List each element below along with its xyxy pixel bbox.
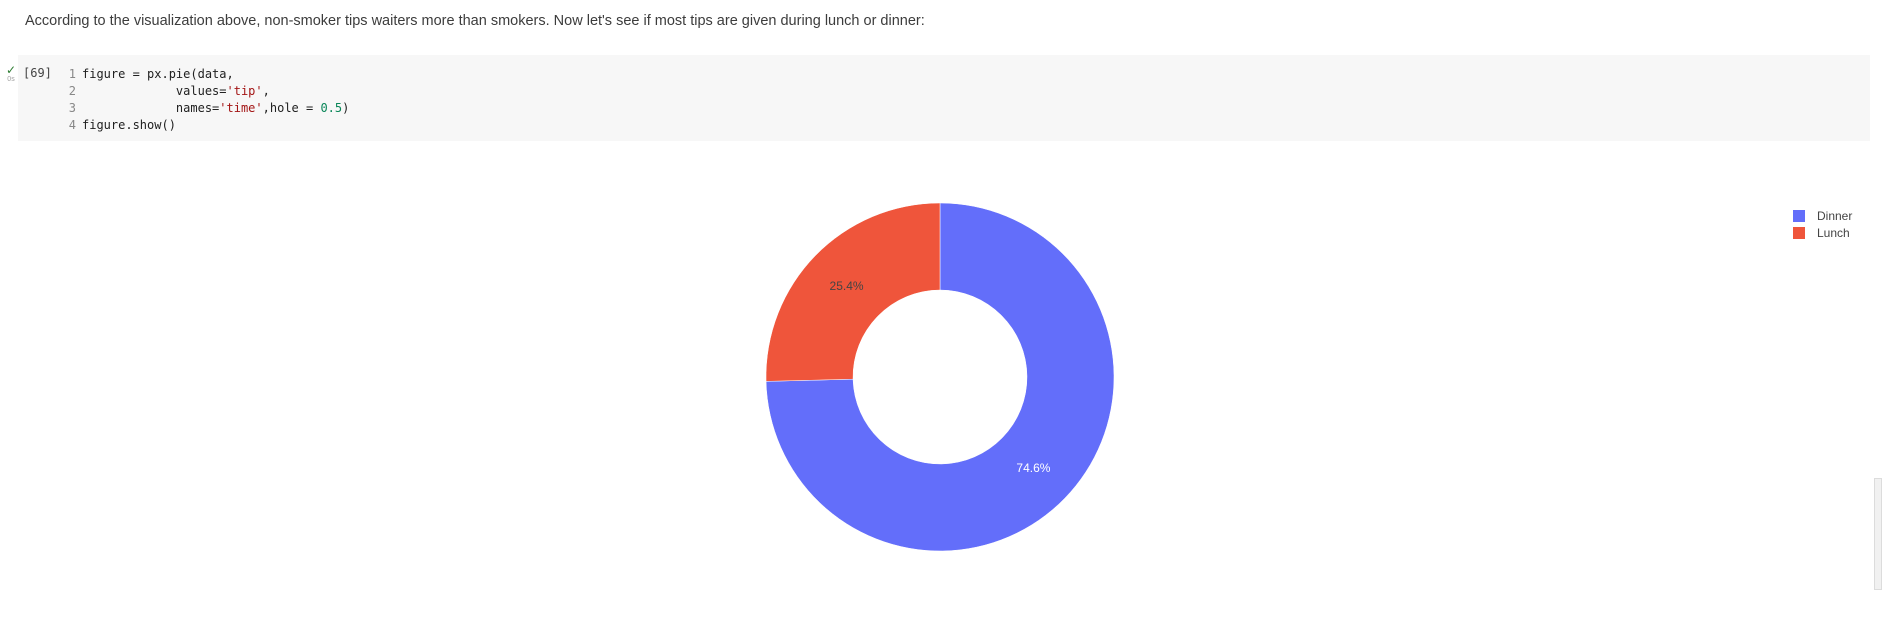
check-icon: ✓	[5, 63, 17, 77]
code-text: values=	[82, 84, 227, 98]
legend-label: Lunch	[1817, 226, 1850, 240]
code-number: 0.5	[320, 101, 343, 115]
line-number: 1	[68, 67, 76, 81]
markdown-text: According to the visualization above, no…	[25, 13, 925, 29]
line-number: 2	[68, 84, 76, 98]
code-text: )	[342, 101, 350, 115]
run-status[interactable]: ✓ 0s	[4, 64, 18, 84]
code-text: figure.show()	[82, 118, 176, 132]
code-string: 'tip'	[226, 84, 263, 98]
code-text: figure = px.pie(data,	[82, 67, 234, 81]
legend-swatch	[1793, 210, 1805, 222]
line-number: 3	[68, 101, 76, 115]
code-cell[interactable]	[18, 55, 1870, 141]
code-text: ,hole =	[262, 101, 321, 115]
code-text: names=	[82, 101, 220, 115]
line-number: 4	[68, 118, 76, 132]
execution-count: [69]	[23, 66, 52, 80]
pie-slice-lunch[interactable]	[765, 202, 941, 382]
donut-chart[interactable]: 74.6% 25.4% Dinner Lunch	[18, 150, 1870, 600]
code-line: 2 values='tip',	[62, 83, 349, 100]
code-line: 4 figure.show()	[62, 117, 349, 134]
code-text: ,	[262, 84, 270, 98]
cell-output: 74.6% 25.4% Dinner Lunch	[18, 150, 1870, 600]
run-time: 0s	[7, 76, 15, 83]
legend-swatch	[1793, 227, 1805, 239]
code-line: 3 names='time',hole = 0.5)	[62, 100, 350, 117]
legend-label: Dinner	[1817, 209, 1852, 223]
legend-item-dinner[interactable]: Dinner	[1793, 209, 1852, 223]
slice-label: 25.4%	[830, 279, 864, 293]
scrollbar[interactable]	[1874, 478, 1882, 590]
slice-label: 74.6%	[1016, 461, 1050, 475]
code-string: 'time'	[219, 101, 263, 115]
pie-slice-dinner[interactable]	[765, 202, 1115, 552]
legend-item-lunch[interactable]: Lunch	[1793, 226, 1850, 240]
code-line: 1 figure = px.pie(data,	[62, 66, 349, 83]
code-editor[interactable]: 1 figure = px.pie(data, 2 values='tip', 3…	[62, 66, 350, 134]
